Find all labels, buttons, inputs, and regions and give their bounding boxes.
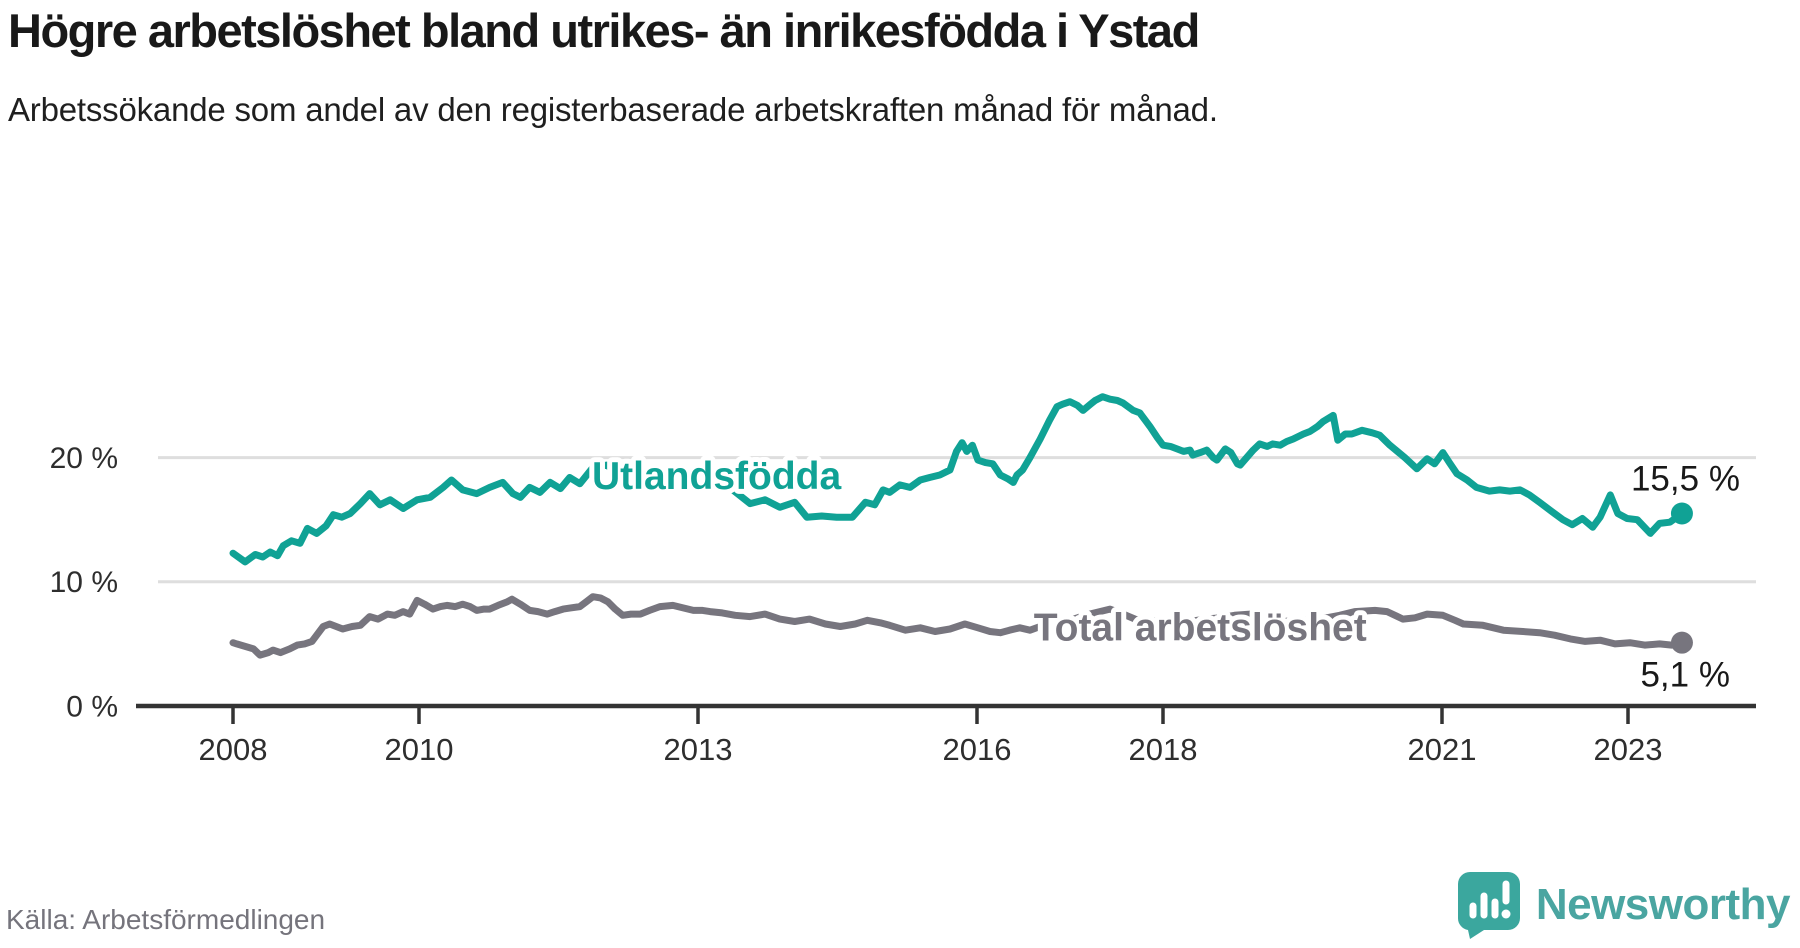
utlandsf-dda-series-label: Utlandsfödda <box>592 455 841 498</box>
page-subtitle: Arbetssökande som andel av den registerb… <box>8 91 1218 129</box>
utlandsf-dda-line <box>229 393 1686 566</box>
utlandsf-dda-end-dot <box>1670 502 1693 525</box>
y-tick-label-20: 20 % <box>50 442 118 475</box>
newsworthy-logo-icon <box>1457 872 1520 939</box>
total-arbetsl-shet-end-value-label: 5,1 % <box>1640 656 1730 695</box>
x-tick-label-2010: 2010 <box>385 732 454 767</box>
series-lines <box>229 393 1693 659</box>
total-arbetsl-shet-end-dot <box>1670 631 1693 654</box>
y-tick-label-10: 10 % <box>50 566 118 599</box>
x-tick-label-2008: 2008 <box>199 732 268 767</box>
brand-lockup: Newsworthy <box>1456 870 1791 940</box>
series-labels: Utlandsfödda 15,5 % Total arbetslöshet 5,1 … <box>587 450 1740 695</box>
x-tick-label-2018: 2018 <box>1129 732 1198 767</box>
utlandsf-dda-end-value-label: 15,5 % <box>1631 459 1740 498</box>
page-title: Högre arbetslöshet bland utrikes- än inr… <box>8 4 1200 57</box>
exclamation-dot <box>1501 909 1511 919</box>
total-arbetsl-shet-line <box>229 593 1686 659</box>
y-tick-label-0: 0 % <box>66 690 118 723</box>
header: Högre arbetslöshet bland utrikes- än inr… <box>8 2 1608 134</box>
x-tick-label-2013: 2013 <box>664 732 733 767</box>
bar-chart-glyph <box>1469 880 1510 919</box>
brand-wordmark: Newsworthy <box>1535 880 1791 929</box>
x-tick-label-2023: 2023 <box>1594 732 1663 767</box>
speech-bubble-shape <box>1457 872 1520 939</box>
gridlines <box>158 456 1756 584</box>
x-tick-label-2016: 2016 <box>943 732 1012 767</box>
x-tick-label-2021: 2021 <box>1408 732 1477 767</box>
axes: 0 % 10 % 20 % 2008 2010 2013 2016 2018 2021 2023 <box>50 442 1756 767</box>
source-note: Källa: Arbetsförmedlingen <box>6 904 326 935</box>
total-arbetsl-shet-series-label: Total arbetslöshet <box>1034 607 1367 650</box>
